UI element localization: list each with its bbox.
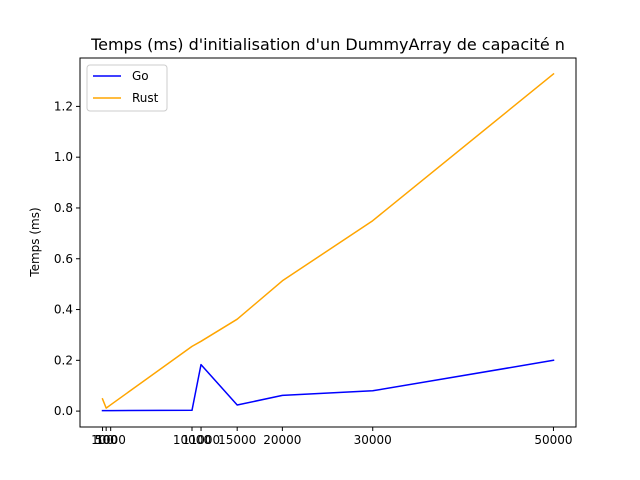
plot-frame [79,57,577,428]
y-tick-label: 0.0 [54,404,73,418]
chart-title: Temps (ms) d'initialisation d'un DummyAr… [90,35,565,54]
x-tick-label: 500 [95,433,118,447]
x-tick-label: 20000 [263,433,301,447]
y-tick-label: 0.2 [54,353,73,367]
legend-label-rust: Rust [132,91,159,105]
x-tick-label: 30000 [354,433,392,447]
x-tick-label: 1000 [95,433,126,447]
y-tick-label: 1.0 [54,150,73,164]
y-tick-label: 0.8 [54,201,73,215]
x-tick-label: 100 [91,433,114,447]
y-tick-label: 0.4 [54,303,73,317]
series-line-rust [101,72,555,409]
y-tick-label: 1.2 [54,99,73,113]
x-tick-label: 11000 [182,433,220,447]
legend-label-go: Go [132,69,149,83]
series-line-go [101,359,555,412]
plot-area [79,57,577,428]
x-tick-label: 10000 [173,433,211,447]
y-axis: 0.0 0.2 0.4 0.6 0.8 1.0 1.2 [54,99,80,418]
x-tick-label: 50000 [534,433,572,447]
legend: Go Rust [86,64,168,112]
series-layer [101,72,555,412]
y-tick-label: 0.6 [54,252,73,266]
y-axis-label: Temps (ms) [28,207,42,277]
x-tick-label: 15000 [218,433,256,447]
